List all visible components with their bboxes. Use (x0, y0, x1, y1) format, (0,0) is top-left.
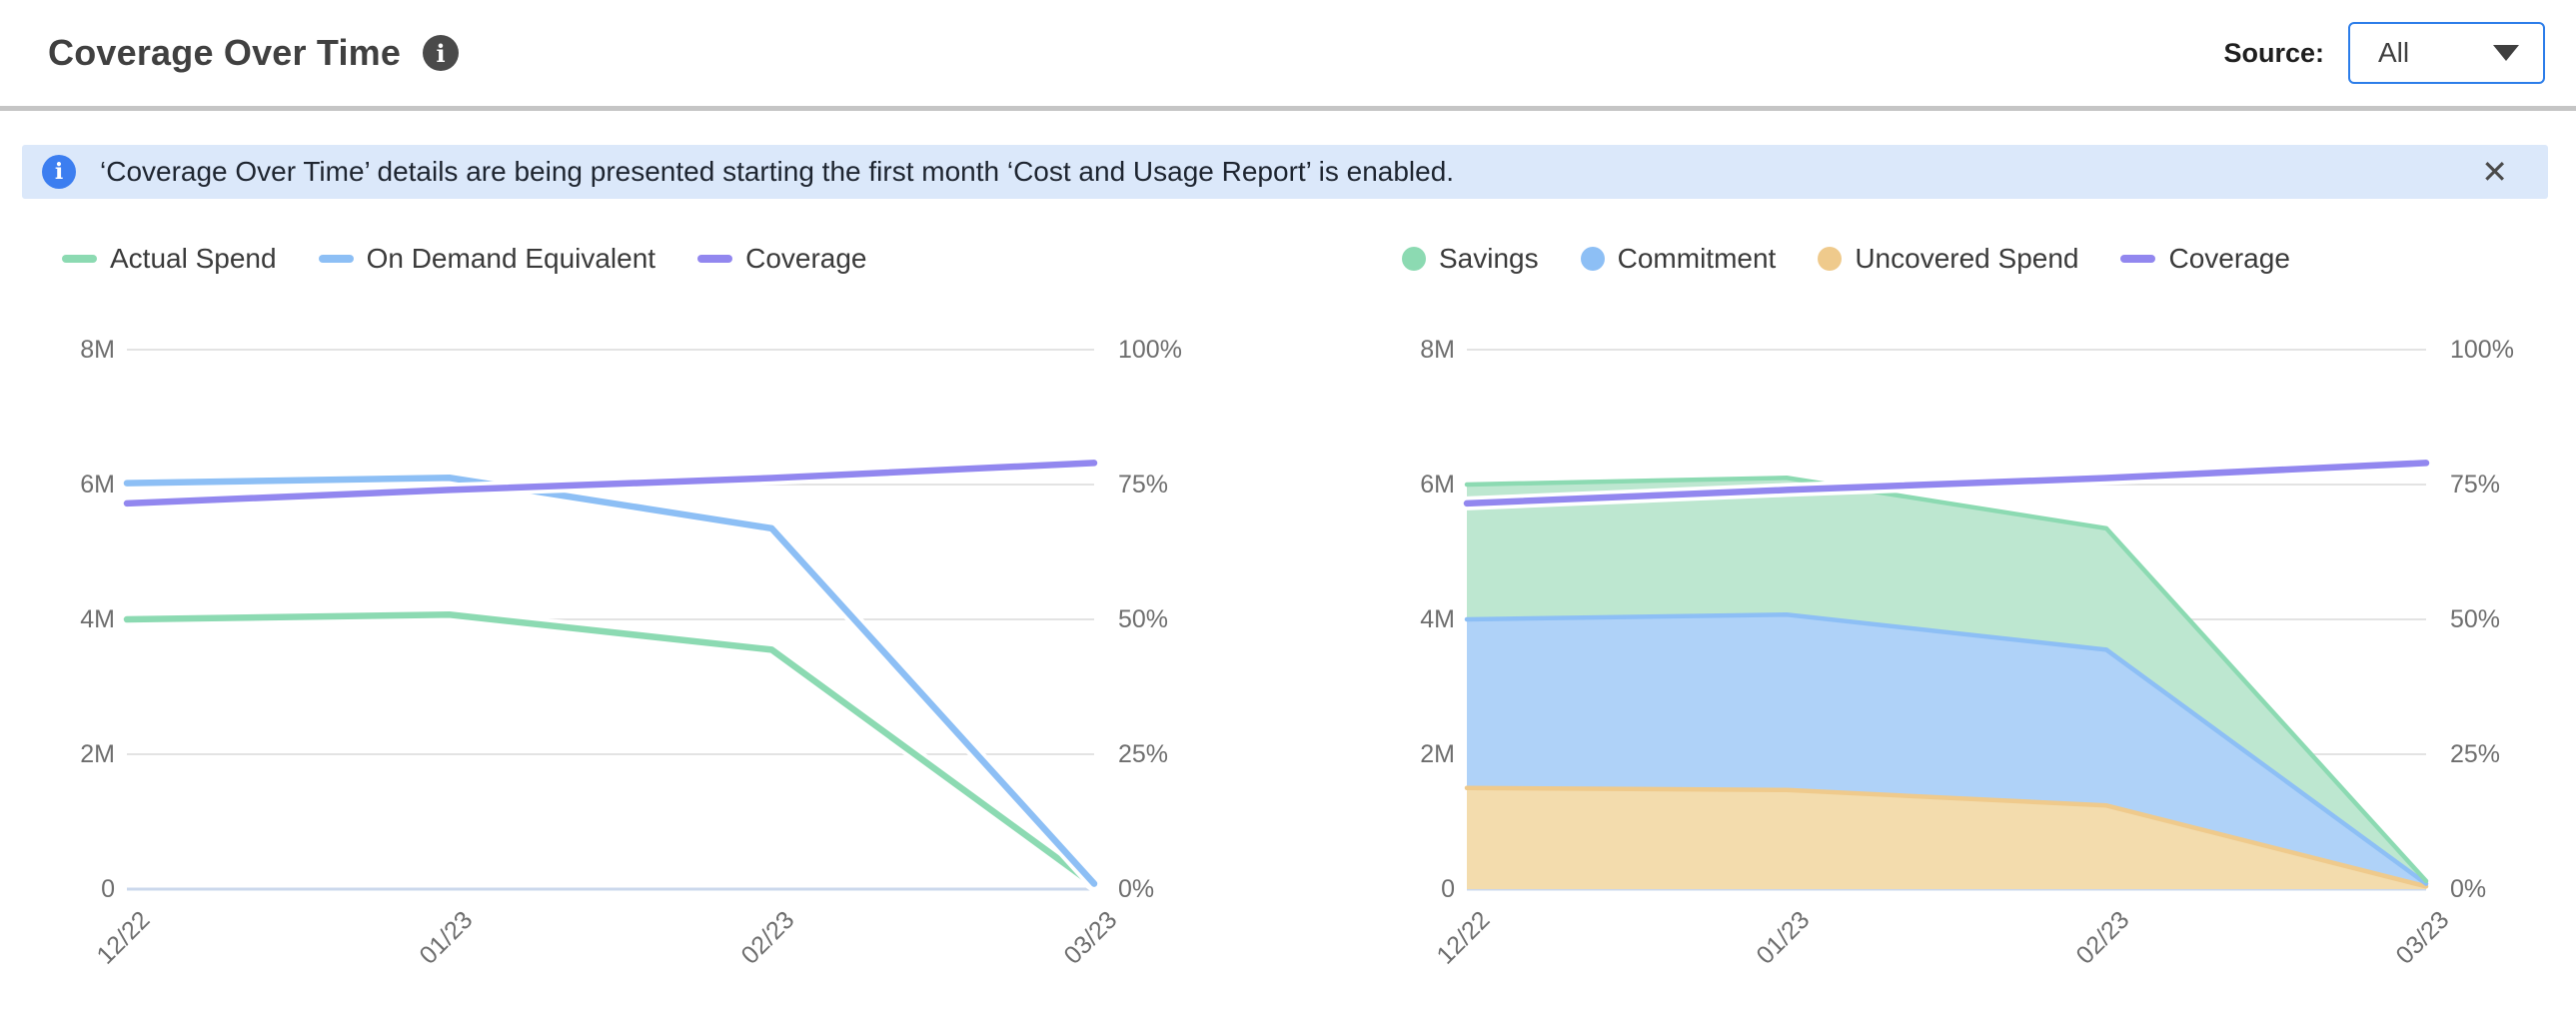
uncovered-spend-swatch-icon (1818, 247, 1843, 271)
y-axis-tick-left: 6M (1420, 471, 1455, 499)
source-label: Source: (2223, 37, 2324, 68)
legend-label: Coverage (745, 243, 867, 274)
legend-label: Uncovered Spend (1855, 243, 2079, 274)
legend-item-on-demand-equivalent[interactable]: On Demand Equivalent (318, 243, 656, 275)
y-axis-tick-right: 25% (1118, 740, 1169, 768)
widget-header: Coverage Over Time i Source: All (0, 0, 2576, 106)
y-axis-tick-left: 0 (101, 875, 115, 903)
x-axis-label: 02/23 (2070, 905, 2135, 970)
y-axis-tick-left: 8M (1420, 336, 1455, 364)
legend-label: Actual Spend (110, 243, 277, 274)
coverage-breakdown-chart: Savings Commitment Uncovered Spend Coverage… (1380, 234, 2523, 1001)
spend-lines-plot-row: 8M 6M 4M 2M 0 12/22 01/23 02/23 03/23 100% 75% 50… (40, 336, 1191, 1001)
right-y-axis: 100% 75% 50% 25% 0% (2426, 336, 2523, 1001)
y-axis-tick-left: 6M (80, 471, 115, 499)
spend-lines-plot: 12/22 01/23 02/23 03/23 (91, 342, 1123, 1001)
source-dropdown[interactable]: All (2348, 22, 2545, 84)
commitment-swatch-icon (1580, 247, 1605, 271)
y-axis-tick-right: 25% (2450, 740, 2501, 768)
banner-info-icon: i (42, 155, 76, 189)
banner-close-icon[interactable]: ✕ (2481, 154, 2508, 190)
x-axis-label: 01/23 (414, 905, 479, 970)
legend-label: Coverage (2168, 243, 2290, 274)
legend-item-coverage[interactable]: Coverage (2120, 243, 2290, 275)
y-axis-tick-right: 0% (1118, 875, 1155, 903)
legend-label: Savings (1439, 243, 1539, 274)
y-axis-tick-right: 0% (2450, 875, 2487, 903)
legend-item-savings[interactable]: Savings (1402, 243, 1539, 275)
source-filter: Source: All (2223, 22, 2545, 84)
y-axis-tick-left: 2M (1420, 740, 1455, 768)
legend-item-coverage[interactable]: Coverage (697, 243, 867, 275)
left-y-axis: 8M 6M 4M 2M 0 (40, 336, 127, 1001)
title-wrap: Coverage Over Time i (48, 32, 460, 74)
banner-message: ‘Coverage Over Time’ details are being p… (100, 156, 1455, 187)
chart-canvas (1460, 349, 2433, 891)
y-axis-tick-left: 8M (80, 336, 115, 364)
actual-spend-swatch-icon (62, 255, 97, 263)
page-title: Coverage Over Time (48, 32, 402, 73)
coverage-breakdown-plot: 12/22 01/23 02/23 03/23 (1431, 342, 2455, 1001)
on-demand-equivalent-swatch-icon (318, 255, 354, 263)
legend-item-commitment[interactable]: Commitment (1580, 243, 1777, 275)
y-axis-tick-right: 75% (2450, 471, 2501, 499)
y-axis-tick-right: 50% (1118, 605, 1169, 633)
y-axis-tick-right: 50% (2450, 605, 2501, 633)
coverage-swatch-icon (697, 255, 733, 263)
y-axis-tick-left: 4M (1420, 605, 1455, 633)
x-axis-label: 01/23 (1751, 905, 1816, 970)
y-axis-tick-right: 100% (2450, 336, 2514, 364)
y-axis-tick-right: 75% (1118, 471, 1169, 499)
right-y-axis: 100% 75% 50% 25% 0% (1094, 336, 1191, 1001)
coverage-breakdown-legend: Savings Commitment Uncovered Spend Coverage (1380, 234, 2523, 284)
spend-lines-chart: Actual Spend On Demand Equivalent Coverage… (40, 234, 1191, 1001)
info-icon[interactable]: i (423, 35, 460, 71)
y-axis-tick-right: 100% (1118, 336, 1182, 364)
legend-label: On Demand Equivalent (366, 243, 656, 274)
spend-lines-legend: Actual Spend On Demand Equivalent Coverage (40, 234, 1191, 284)
charts-row: Actual Spend On Demand Equivalent Coverage… (0, 234, 2576, 1001)
chevron-down-icon (2493, 45, 2519, 61)
x-axis-label: 02/23 (735, 905, 800, 970)
left-y-axis: 8M 6M 4M 2M 0 (1380, 336, 1467, 1001)
legend-label: Commitment (1617, 243, 1777, 274)
coverage-breakdown-plot-row: 8M 6M 4M 2M 0 12/22 01/23 02/23 03/23 100% 75% 50… (1380, 336, 2523, 1001)
y-axis-tick-left: 0 (1441, 875, 1455, 903)
header-divider (0, 106, 2576, 111)
legend-item-uncovered-spend[interactable]: Uncovered Spend (1818, 243, 2078, 275)
source-dropdown-value: All (2378, 37, 2410, 68)
legend-item-actual-spend[interactable]: Actual Spend (62, 243, 277, 275)
y-axis-tick-left: 4M (80, 605, 115, 633)
info-banner: i ‘Coverage Over Time’ details are being… (22, 145, 2548, 199)
savings-swatch-icon (1402, 247, 1426, 271)
coverage-swatch-icon (2120, 255, 2156, 263)
chart-canvas (120, 349, 1101, 892)
y-axis-tick-left: 2M (80, 740, 115, 768)
